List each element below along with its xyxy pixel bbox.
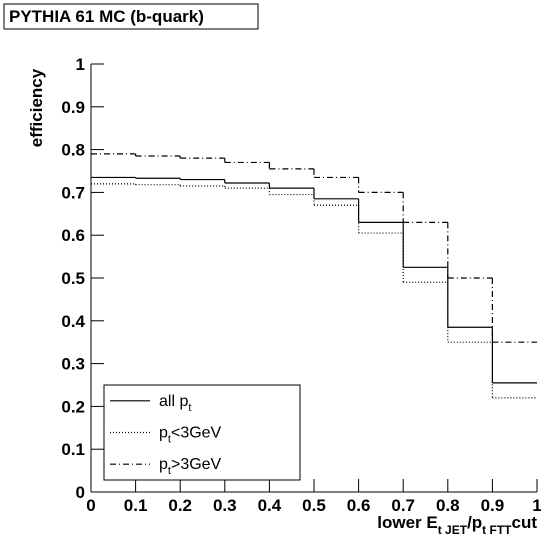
legend-label-subscript: t xyxy=(188,402,191,414)
x-axis-label-subscript: t JET xyxy=(438,523,468,537)
x-tick-label: 0.9 xyxy=(481,496,505,515)
chart-title: PYTHIA 61 MC (b-quark) xyxy=(9,7,204,26)
x-tick-label: 0.2 xyxy=(168,496,192,515)
y-tick-label: 0.2 xyxy=(61,397,85,416)
y-axis-label: efficiency xyxy=(27,68,46,147)
legend-label: all pt xyxy=(159,393,191,414)
y-tick-label: 0.4 xyxy=(61,312,85,331)
x-axis-label-part: cut xyxy=(512,513,538,532)
y-tick-label: 0.3 xyxy=(61,355,85,374)
y-tick-label: 0.9 xyxy=(61,98,85,117)
x-tick-label: 1 xyxy=(532,496,541,515)
x-tick-label: 0.7 xyxy=(391,496,415,515)
legend-label-subscript: t xyxy=(168,465,171,477)
y-tick-label: 0.1 xyxy=(61,440,85,459)
x-axis-label-part: /p xyxy=(467,513,482,532)
x-tick-label: 0 xyxy=(86,496,95,515)
y-tick-label: 1 xyxy=(76,55,85,74)
x-tick-label: 0.3 xyxy=(213,496,237,515)
y-tick-label: 0.8 xyxy=(61,141,85,160)
x-tick-label: 0.1 xyxy=(124,496,148,515)
x-tick-label: 0.4 xyxy=(258,496,282,515)
legend-label-part: all p xyxy=(159,393,188,410)
x-axis-label-subscript: t FTT xyxy=(482,523,512,537)
x-tick-label: 0.6 xyxy=(347,496,371,515)
y-tick-label: 0 xyxy=(76,483,85,502)
x-axis-label-part: lower E xyxy=(377,513,437,532)
legend-label-part: <3GeV xyxy=(171,425,222,442)
legend-label: pt<3GeV xyxy=(159,425,222,446)
legend-label-subscript: t xyxy=(168,434,171,446)
y-tick-label: 0.7 xyxy=(61,183,85,202)
x-tick-label: 0.8 xyxy=(436,496,460,515)
x-axis-label: lower Et JET/pt FTTcut xyxy=(377,513,537,537)
title-box xyxy=(3,3,259,30)
y-tick-label: 0.6 xyxy=(61,226,85,245)
legend-label-part: p xyxy=(159,425,168,442)
legend-label: pt>3GeV xyxy=(159,456,222,477)
legend-label-part: p xyxy=(159,456,168,473)
legend-label-part: >3GeV xyxy=(171,456,222,473)
x-tick-label: 0.5 xyxy=(302,496,326,515)
y-tick-label: 0.5 xyxy=(61,269,85,288)
